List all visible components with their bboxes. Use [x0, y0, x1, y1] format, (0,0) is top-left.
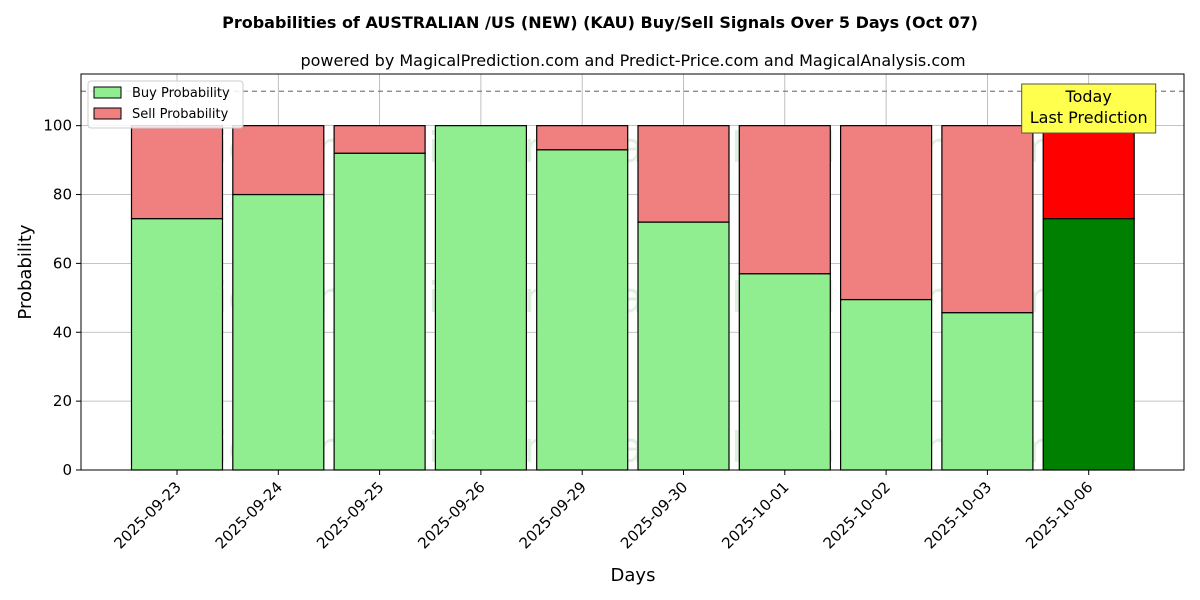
x-tick-label: 2025-09-29 [516, 478, 590, 552]
legend-swatch [93, 86, 122, 99]
buy-bar [232, 193, 325, 471]
x-tick-label: 2025-09-26 [414, 478, 488, 552]
plot-frame [80, 73, 1185, 471]
today-annotation: Today Last Prediction [1021, 83, 1157, 134]
buy-bar [637, 221, 730, 471]
x-tick-label: 2025-10-03 [921, 478, 995, 552]
buy-bar [941, 312, 1034, 471]
x-tick-label: 2025-09-25 [313, 478, 387, 552]
y-tick-label: 100 [43, 117, 72, 135]
sell-bar [1042, 125, 1135, 220]
annotation-box [1021, 83, 1157, 134]
sell-bar [232, 125, 325, 196]
legend-label: Sell Probability [132, 107, 229, 122]
sell-bar [637, 125, 730, 223]
sell-bar [130, 125, 224, 220]
legend-box [87, 80, 244, 129]
y-tick-label: 60 [53, 254, 72, 272]
sell-bar [333, 125, 426, 154]
x-axis-label: Days [611, 565, 656, 586]
buy-bar [434, 125, 527, 471]
sell-bar [839, 125, 933, 301]
annotation-text: Today [1065, 87, 1112, 106]
buy-bar [839, 298, 933, 471]
y-tick-label: 40 [53, 323, 72, 341]
sell-bar [738, 125, 831, 275]
x-tick-label: 2025-10-02 [820, 478, 894, 552]
x-tick-label: 2025-09-24 [212, 478, 286, 552]
y-tick-label: 0 [62, 461, 72, 479]
bars-layer [130, 125, 1135, 471]
annotation-text: Last Prediction [1030, 108, 1148, 127]
sell-bar [536, 125, 629, 151]
x-axis: 2025-09-23 2025-09-24 2025-09-25 2025-09-26… [110, 470, 1097, 552]
buy-bar [333, 152, 426, 471]
chart-subtitle: powered by MagicalPrediction.com and Pre… [300, 51, 965, 70]
y-tick-label: 80 [53, 186, 72, 204]
y-axis: 0 20 40 60 80 100 [43, 117, 81, 479]
chart-title: Probabilities of AUSTRALIAN /US (NEW) (K… [222, 13, 978, 32]
sell-bar [941, 125, 1034, 314]
y-axis-label: Probability [15, 224, 36, 319]
x-tick-label: 2025-09-30 [617, 478, 691, 552]
buy-bar [1042, 218, 1135, 471]
buy-bar [738, 273, 831, 471]
legend-swatch [93, 107, 122, 120]
buy-bar [130, 218, 224, 471]
x-tick-label: 2025-10-06 [1022, 478, 1096, 552]
buy-bar [536, 149, 629, 471]
y-tick-label: 20 [53, 392, 72, 410]
legend: Buy Probability Sell Probability [87, 80, 244, 129]
legend-label: Buy Probability [132, 86, 230, 101]
x-tick-label: 2025-09-23 [110, 478, 184, 552]
x-tick-label: 2025-10-01 [718, 478, 792, 552]
